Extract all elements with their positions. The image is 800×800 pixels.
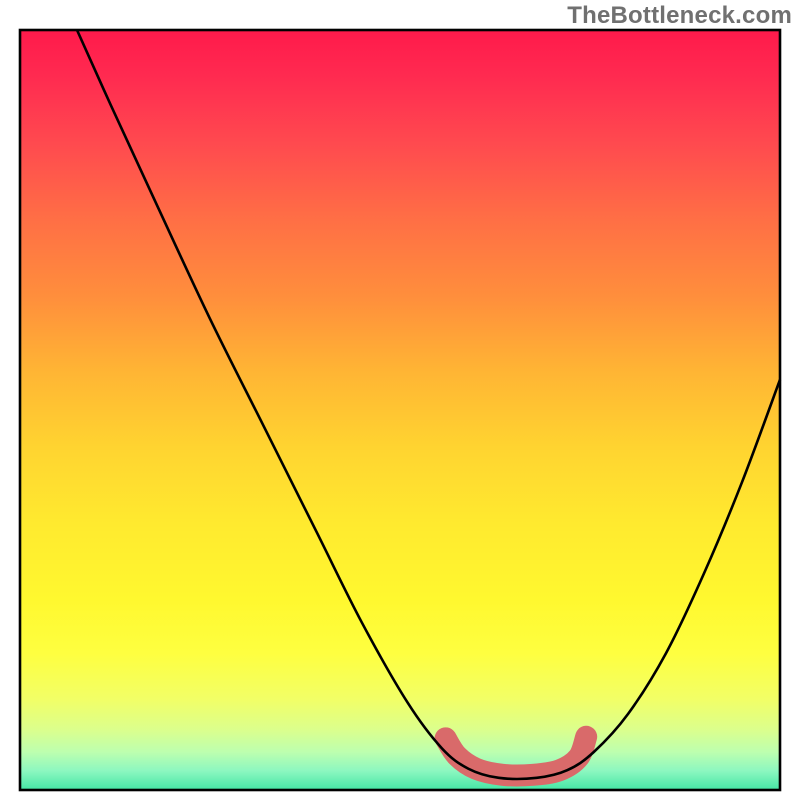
gradient-background (20, 30, 780, 790)
watermark-text: TheBottleneck.com (567, 2, 792, 30)
chart-stage: TheBottleneck.com (0, 0, 800, 800)
chart-svg (0, 0, 800, 800)
